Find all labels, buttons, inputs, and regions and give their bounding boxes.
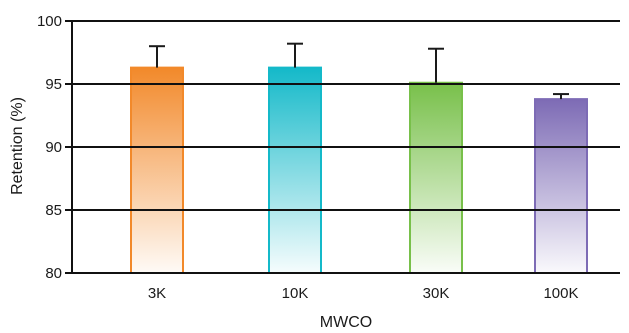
y-tick-label-90: 90	[45, 139, 62, 156]
bar-100k	[534, 98, 588, 275]
y-tick-label-100: 100	[37, 13, 62, 30]
x-tick-label-10k: 10K	[282, 285, 309, 302]
bars-layer	[130, 66, 588, 275]
bar-10k	[268, 66, 322, 275]
y-tick-label-85: 85	[45, 202, 62, 219]
gridlines	[72, 83, 620, 211]
y-tick-label-95: 95	[45, 76, 62, 93]
error-bars	[149, 42, 569, 100]
y-tick-labels: 80 85 90 95 100	[37, 13, 72, 282]
x-tick-label-100k: 100K	[543, 285, 578, 302]
x-tick-labels: 3K 10K 30K 100K	[148, 285, 579, 302]
x-tick-label-3k: 3K	[148, 285, 166, 302]
x-axis-title: MWCO	[320, 314, 372, 331]
x-tick-label-30k: 30K	[423, 285, 450, 302]
y-axis-title: Retention (%)	[9, 97, 26, 195]
bar-30k	[409, 81, 463, 274]
bar-3k	[130, 66, 184, 275]
y-tick-label-80: 80	[45, 265, 62, 282]
